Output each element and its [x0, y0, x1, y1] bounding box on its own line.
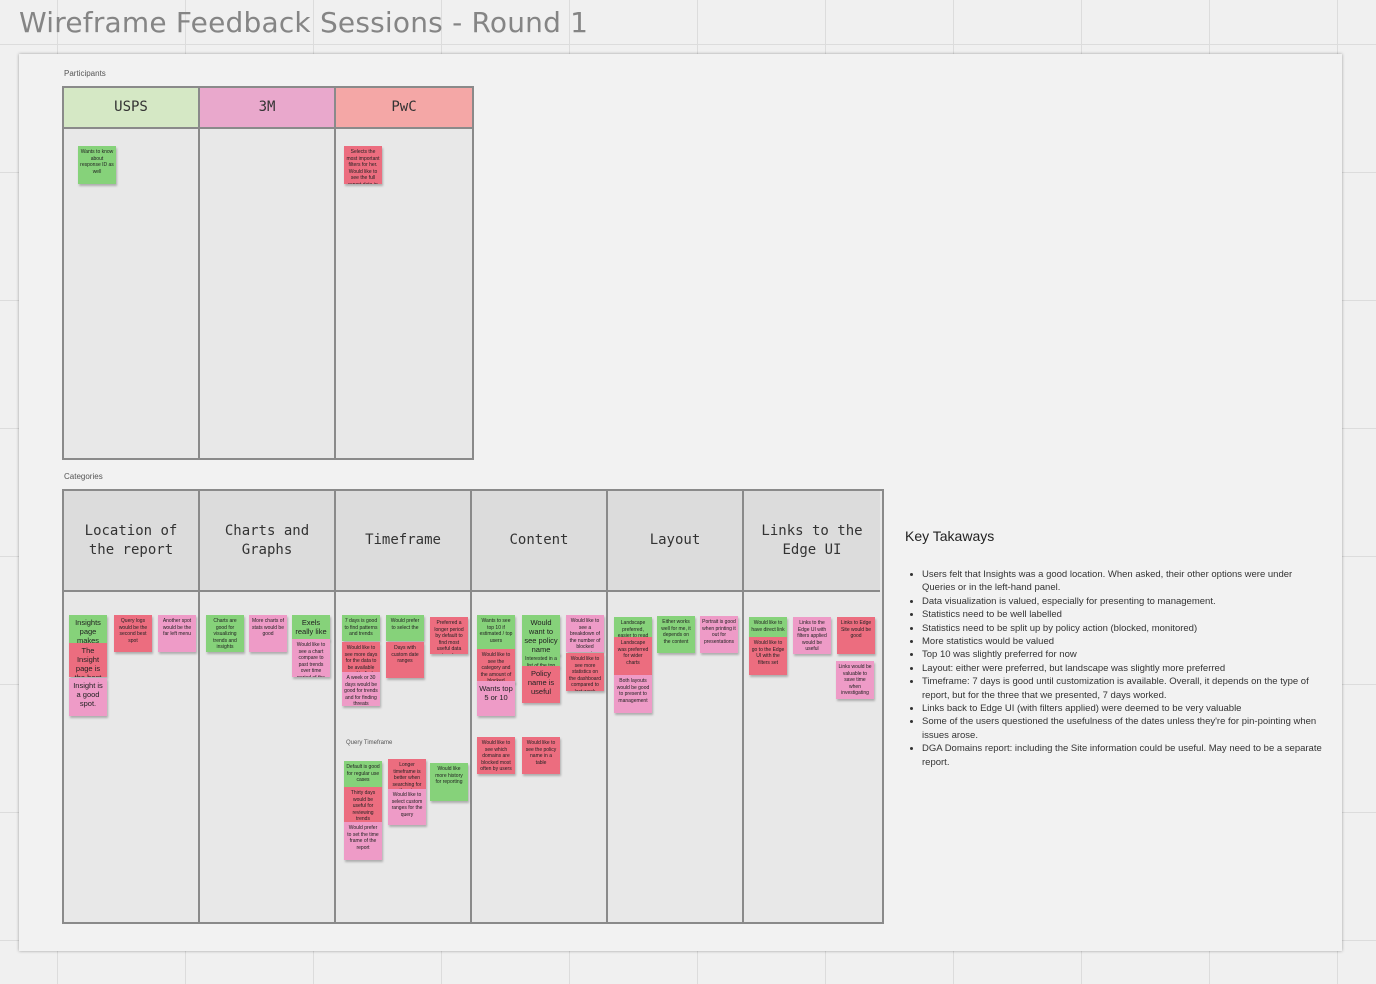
takeaway-item: Some of the users questioned the usefuln…: [922, 715, 1327, 742]
sticky-note[interactable]: Would like to have direct link: [749, 617, 787, 637]
sticky-note[interactable]: Would like more history for reporting: [430, 763, 468, 801]
sticky-note[interactable]: Portrait is good when printing it out fo…: [700, 616, 738, 653]
participant-header-usps[interactable]: USPS: [64, 88, 198, 129]
sticky-note[interactable]: Landscape was preferred for wider charts: [614, 637, 652, 675]
takeaway-item: Timeframe: 7 days is good until customiz…: [922, 675, 1327, 702]
category-header-links[interactable]: Links to the Edge UI: [744, 491, 880, 592]
takeaway-item: Users felt that Insights was a good loca…: [922, 568, 1327, 595]
category-column-charts: Charts and Graphs Charts are good for vi…: [200, 491, 336, 922]
sticky-note[interactable]: Wants to know about response ID as well: [78, 146, 116, 184]
sticky-note[interactable]: Links would be valuable to save time whe…: [836, 661, 874, 699]
sticky-note[interactable]: A week or 30 days would be good for tren…: [342, 672, 380, 706]
takeaway-item: More statistics would be valued: [922, 635, 1327, 648]
sticky-note[interactable]: Thirty days would be useful for reviewin…: [344, 787, 382, 822]
categories-table: Location of the report Insights page mak…: [62, 489, 884, 924]
sticky-note[interactable]: Either works well for me, it depends on …: [657, 616, 695, 653]
sticky-note[interactable]: Selects the most important filters for h…: [344, 146, 382, 184]
query-timeframe-caption: Query Timeframe: [346, 740, 393, 746]
participant-header-pwc[interactable]: PwC: [336, 88, 472, 129]
sticky-note[interactable]: Interested in a list of the top threats …: [522, 653, 560, 667]
sticky-note[interactable]: Would want to see policy name: [522, 615, 560, 655]
sticky-note[interactable]: More charts of stats would be good: [249, 615, 287, 652]
sticky-note[interactable]: The Insight page is the best edge locati…: [69, 643, 107, 677]
sticky-note[interactable]: Wants to see top 10 if estimated / top u…: [477, 615, 515, 649]
sticky-note[interactable]: Wants top 5 or 10: [477, 681, 515, 716]
key-takeaways-list: Users felt that Insights was a good loca…: [908, 568, 1327, 769]
sticky-note[interactable]: Links to the Edge UI with filters applie…: [793, 617, 831, 654]
category-column-links: Links to the Edge UI Would like to have …: [744, 491, 880, 922]
key-takeaways-title: Key Takaways: [905, 528, 995, 544]
category-header-timeframe[interactable]: Timeframe: [336, 491, 470, 592]
sticky-note[interactable]: Would like to see the policy name in a t…: [522, 737, 560, 774]
category-header-location[interactable]: Location of the report: [64, 491, 198, 592]
takeaway-item: Statistics need to be well labelled: [922, 608, 1327, 621]
participants-table: USPS Wants to know about response ID as …: [62, 86, 474, 460]
category-column-content: Content Wants to see top 10 if estimated…: [472, 491, 608, 922]
sticky-note[interactable]: Links to Edge Site would be good: [837, 617, 875, 654]
sticky-note[interactable]: Would like to see a chart compare to pas…: [292, 639, 330, 677]
sticky-note[interactable]: Would like to select custom ranges for t…: [388, 789, 426, 825]
takeaway-item: Top 10 was slightly preferred for now: [922, 648, 1327, 661]
sticky-note[interactable]: Insights page makes sense: [69, 615, 107, 643]
takeaway-item: Links back to Edge UI (with filters appl…: [922, 702, 1327, 715]
sticky-note[interactable]: Another spot would be the far left menu: [158, 615, 196, 652]
categories-caption: Categories: [64, 472, 103, 481]
takeaway-item: Data visualization is valued, especially…: [922, 595, 1327, 608]
sticky-note[interactable]: Would like to see the category and the a…: [477, 649, 515, 683]
sticky-note[interactable]: Would like to see which domains are bloc…: [477, 737, 515, 774]
participant-header-3m[interactable]: 3M: [200, 88, 334, 129]
sticky-note[interactable]: Default is good for regular use cases: [344, 761, 382, 787]
participants-caption: Participants: [64, 69, 106, 78]
takeaway-item: DGA Domains report: including the Site i…: [922, 742, 1327, 769]
sticky-note[interactable]: 7 days is good to find patterns and tren…: [342, 615, 380, 641]
sticky-note[interactable]: Would like to see more days for the data…: [342, 642, 380, 672]
sticky-note[interactable]: Preferred a longer period by default to …: [430, 617, 468, 654]
category-header-content[interactable]: Content: [472, 491, 606, 592]
sticky-note[interactable]: Landscape preferred, easier to read: [614, 617, 652, 637]
sticky-note[interactable]: Would like to see more statistics on the…: [566, 653, 604, 691]
sticky-note[interactable]: Would prefer to set the time frame of th…: [344, 822, 382, 860]
sticky-note[interactable]: Policy name is useful: [522, 666, 560, 703]
participant-column-pwc: PwC Selects the most important filters f…: [336, 88, 472, 458]
sticky-note[interactable]: Would prefer to select the: [386, 615, 424, 641]
takeaway-item: Statistics need to be split up by policy…: [922, 622, 1327, 635]
sticky-note[interactable]: Insight is a good spot.: [69, 678, 107, 716]
sticky-note[interactable]: Exels really like: [292, 615, 330, 640]
sticky-note[interactable]: Charts are good for visualizing trends a…: [206, 615, 244, 652]
sticky-note[interactable]: Would like to see a breakdown of the num…: [566, 615, 604, 652]
category-header-charts[interactable]: Charts and Graphs: [200, 491, 334, 592]
category-column-location: Location of the report Insights page mak…: [64, 491, 200, 922]
board-title: Wireframe Feedback Sessions - Round 1: [19, 6, 589, 39]
participant-column-3m: 3M: [200, 88, 336, 458]
sticky-note[interactable]: Days with custom date ranges: [386, 642, 424, 678]
sticky-note[interactable]: Both layouts would be good to present to…: [614, 675, 652, 713]
category-column-timeframe: Timeframe 7 days is good to find pattern…: [336, 491, 472, 922]
category-header-layout[interactable]: Layout: [608, 491, 742, 592]
participant-column-usps: USPS Wants to know about response ID as …: [64, 88, 200, 458]
sticky-note[interactable]: Longer timeframe is better when searchin…: [388, 759, 426, 789]
takeaway-item: Layout: either were preferred, but lands…: [922, 662, 1327, 675]
sticky-note[interactable]: Would like to go to the Edge UI with the…: [749, 637, 787, 675]
category-column-layout: Layout Landscape preferred, easier to re…: [608, 491, 744, 922]
sticky-note[interactable]: Query logs would be the second best spot: [114, 615, 152, 652]
